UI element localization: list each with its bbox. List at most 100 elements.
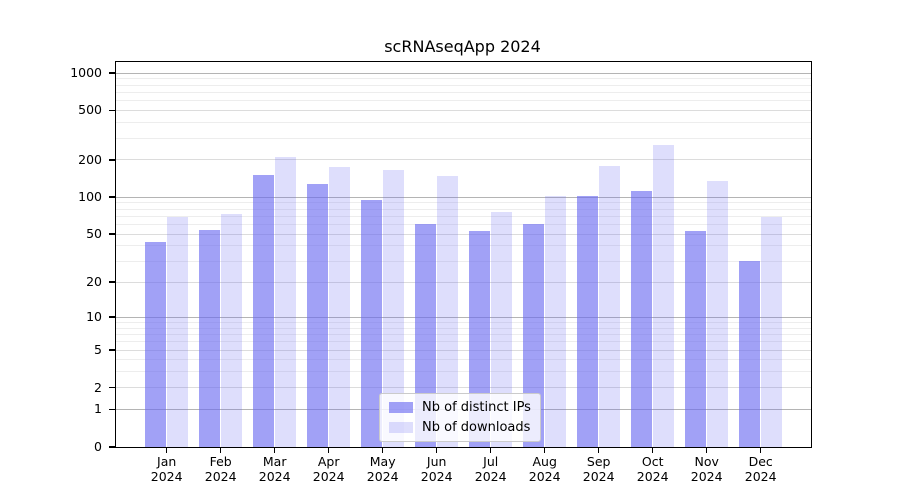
y-tick-label-20: 20 (86, 274, 102, 290)
gridline-7 (116, 333, 811, 335)
bar-ips-oct (631, 191, 653, 447)
bar-downloads-nov (707, 181, 729, 447)
bar-ips-aug (523, 224, 545, 447)
bar-ips-may (361, 200, 383, 447)
x-tick-jun (435, 447, 438, 453)
bar-downloads-sep (599, 166, 621, 447)
gridline-40 (116, 245, 811, 247)
x-tick-label-jun: Jun 2024 (420, 454, 453, 484)
gridline-90 (116, 202, 811, 204)
x-tick-label-feb: Feb 2024 (204, 454, 237, 484)
gridline-200 (116, 159, 811, 161)
x-tick-label-oct: Oct 2024 (636, 454, 669, 484)
legend-swatch (389, 402, 413, 413)
gridline-4 (116, 359, 811, 361)
chart-title: scRNAseqApp 2024 (384, 37, 541, 56)
y-tick-label-5: 5 (94, 342, 102, 357)
bar-downloads-feb (221, 214, 243, 447)
x-tick-apr (327, 447, 330, 453)
x-tick-label-jan: Jan 2024 (150, 454, 183, 484)
y-tick-1000 (109, 72, 115, 74)
y-tick-500 (109, 109, 115, 112)
gridline-70 (116, 215, 811, 217)
legend-swatch (389, 422, 413, 433)
y-tick-label-2: 2 (94, 379, 102, 395)
gridline-50 (116, 233, 811, 235)
gridline-300 (116, 137, 811, 139)
x-tick-label-mar: Mar 2024 (258, 454, 291, 484)
y-tick-200 (109, 159, 115, 161)
bar-ips-apr (307, 183, 329, 447)
y-tick-label-1: 1 (94, 401, 102, 417)
y-tick-label-200: 200 (78, 151, 102, 167)
x-tick-jul (489, 447, 492, 453)
x-tick-sep (597, 447, 600, 453)
y-tick-100 (109, 196, 115, 198)
bar-ips-feb (199, 230, 221, 447)
gridline-10 (116, 316, 811, 318)
gridline-1000 (116, 72, 811, 74)
plot-area: 0 1 2 5 10 20 50 100 200 500 1000 Jan 2024 Feb 2024… (70, 61, 812, 484)
y-tick-2 (109, 386, 115, 389)
bar-downloads-mar (275, 156, 297, 447)
y-tick-5 (109, 349, 115, 351)
bar-ips-sep (577, 196, 599, 447)
x-tick-jan (165, 447, 168, 453)
y-tick-50 (109, 233, 115, 235)
gridline-600 (116, 100, 811, 102)
gridline-800 (116, 84, 811, 86)
legend-label: Nb of distinct IPs (422, 400, 531, 415)
legend-label: Nb of downloads (422, 420, 531, 435)
bar-downloads-aug (545, 195, 567, 447)
y-tick-label-1000: 1000 (70, 65, 102, 80)
bar-downloads-dec (761, 217, 783, 447)
y-tick-label-50: 50 (86, 226, 102, 242)
bar-downloads-may (383, 169, 405, 447)
x-tick-oct (651, 447, 654, 453)
x-tick-feb (219, 447, 222, 453)
bar-ips-mar (253, 175, 275, 447)
bar-ips-jan (145, 242, 167, 447)
gridline-6 (116, 341, 811, 343)
gridline-400 (116, 122, 811, 124)
gridline-30 (116, 260, 811, 262)
y-tick-0 (109, 446, 115, 448)
y-tick-1 (109, 408, 115, 411)
gridline-9 (116, 321, 811, 323)
x-tick-label-aug: Aug 2024 (528, 454, 561, 484)
x-tick-label-may: May 2024 (366, 454, 399, 484)
legend-item: Nb of distinct IPs (389, 400, 531, 415)
y-tick-10 (109, 316, 115, 318)
gridline-5 (116, 349, 811, 351)
x-tick-label-dec: Dec 2024 (744, 454, 777, 484)
x-tick-nov (705, 447, 708, 453)
gridline-60 (116, 223, 811, 225)
gridline-20 (116, 281, 811, 283)
bar-downloads-jun (437, 176, 459, 447)
gridline-3 (116, 371, 811, 373)
gridline-8 (116, 327, 811, 329)
gridline-500 (116, 109, 811, 111)
y-tick-label-500: 500 (78, 102, 102, 118)
legend: Nb of distinct IPs Nb of downloads (379, 393, 541, 442)
gridline-900 (116, 78, 811, 80)
x-tick-label-sep: Sep 2024 (582, 454, 615, 484)
x-tick-mar (273, 447, 276, 453)
y-tick-label-10: 10 (86, 309, 102, 325)
bar-ips-dec (739, 261, 761, 447)
gridline-700 (116, 91, 811, 93)
x-tick-label-nov: Nov 2024 (690, 454, 723, 484)
y-tick-label-100: 100 (78, 189, 102, 205)
bar-downloads-jan (167, 217, 189, 447)
gridline-2 (116, 387, 811, 389)
x-tick-label-jul: Jul 2024 (474, 454, 507, 484)
y-tick-label-0: 0 (94, 439, 102, 454)
gridline-100 (116, 196, 811, 198)
bar-ips-jun (415, 224, 437, 447)
x-tick-label-apr: Apr 2024 (312, 454, 345, 484)
gridline-80 (116, 208, 811, 210)
x-tick-may (381, 447, 384, 453)
x-tick-dec (759, 447, 762, 453)
y-tick-20 (109, 281, 115, 283)
